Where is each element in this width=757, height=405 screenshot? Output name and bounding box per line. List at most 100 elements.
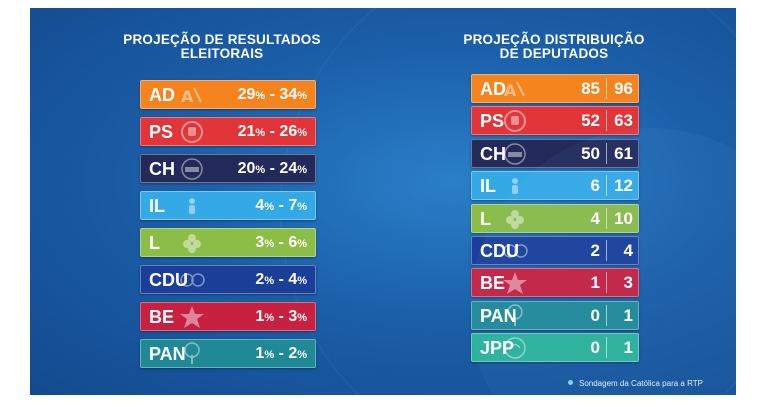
vote-range: 1% - 3% (255, 308, 307, 327)
seats-title: PROJEÇÃO DISTRIBUIÇÃO DE DEPUTADOS (454, 33, 654, 61)
party-label: AD (149, 85, 175, 105)
range-separator: - (274, 345, 289, 362)
seat-row-cdu: CDU 2 4 (471, 236, 639, 265)
percent-sign: % (255, 127, 266, 139)
jpp-logo-icon (502, 335, 528, 361)
percent-sign: % (264, 312, 275, 324)
seats-max: 4 (623, 241, 633, 260)
range-min: 4 (255, 197, 265, 214)
party-label: CH (149, 159, 175, 179)
seat-row-jpp: JPP 0 1 (471, 333, 639, 363)
range-min: 3 (255, 234, 265, 251)
seats-max: 3 (623, 273, 633, 293)
bullet-icon (568, 380, 573, 385)
chega-logo-icon (502, 141, 528, 167)
result-row-pan: PAN 1% - 2% (140, 339, 316, 368)
percent-sign: % (297, 238, 307, 250)
seats-min: 52 (581, 111, 600, 131)
range-max: 7 (288, 197, 298, 214)
range-separator: - (265, 123, 280, 140)
seat-row-pan: PAN 0 1 (471, 300, 639, 330)
range-max: 34 (279, 86, 298, 103)
range-min: 2 (255, 271, 265, 288)
livre-flower-icon (502, 206, 528, 232)
il-person-icon (179, 193, 205, 219)
result-row-l: L 3% - 6% (140, 228, 316, 257)
range-max: 24 (279, 160, 298, 177)
vote-range: 3% - 6% (255, 234, 307, 253)
percent-sign: % (255, 164, 266, 176)
party-label: CDU (480, 241, 519, 261)
seats-max: 61 (614, 143, 633, 163)
party-label: PS (149, 122, 174, 142)
party-label: PS (480, 111, 505, 132)
seat-row-ch: CH 50 61 (471, 138, 639, 168)
range-min: 1 (255, 308, 265, 325)
percent-sign: % (297, 349, 307, 361)
divider (606, 78, 607, 99)
party-label: CH (480, 143, 506, 164)
cdu-logo-icon (502, 238, 528, 264)
percent-sign: % (297, 127, 307, 139)
cdu-logo-icon (179, 267, 205, 293)
pan-tree-icon (502, 303, 528, 329)
seats-min: 6 (590, 176, 600, 196)
chega-logo-icon (179, 156, 205, 182)
party-label: PAN (149, 344, 186, 364)
seat-row-ps: PS 52 63 (471, 106, 639, 136)
party-label: BE (480, 273, 506, 294)
vote-range: 4% - 7% (255, 197, 307, 216)
party-label: L (149, 233, 160, 253)
percent-sign: % (264, 238, 275, 250)
seats-min: 85 (581, 79, 600, 98)
seats-title-line1: PROJEÇÃO DISTRIBUIÇÃO (463, 32, 645, 47)
seats-min: 50 (581, 143, 600, 163)
percent-sign: % (264, 349, 275, 361)
percent-sign: % (297, 201, 307, 213)
range-max: 26 (279, 123, 298, 140)
seats-min: 1 (590, 273, 600, 293)
seats-min: 2 (590, 241, 600, 260)
seat-row-l: L 4 10 (471, 203, 639, 233)
range-separator: - (274, 271, 289, 288)
percent-sign: % (297, 275, 307, 287)
seats-min: 4 (590, 208, 600, 228)
ps-fist-rose-icon (502, 108, 528, 134)
party-label: JPP (480, 338, 515, 359)
vote-range: 20% - 24% (238, 160, 307, 179)
result-row-il: IL 4% - 7% (140, 191, 316, 220)
poll-graphic: PROJEÇÃO DE RESULTADOS ELEITORAIS PROJEÇ… (30, 8, 736, 395)
seats-max: 63 (614, 111, 633, 131)
seat-row-be: BE 1 3 (471, 268, 639, 298)
result-row-cdu: CDU 2% - 4% (140, 265, 316, 294)
range-max: 3 (288, 308, 298, 325)
range-separator: - (274, 308, 289, 325)
result-row-ch: CH 20% - 24% (140, 154, 316, 183)
range-separator: - (265, 86, 280, 103)
be-star-icon (502, 270, 528, 296)
vote-range: 21% - 26% (238, 123, 307, 142)
divider (606, 110, 607, 132)
source-note: Sondagem da Católica para a RTP (568, 379, 703, 389)
party-label: L (480, 208, 491, 229)
percent-sign: % (264, 275, 275, 287)
percent-sign: % (264, 201, 275, 213)
result-row-ps: PS 21% - 26% (140, 117, 316, 146)
seats-max: 10 (614, 208, 633, 228)
results-title-line1: PROJEÇÃO DE RESULTADOS (123, 32, 321, 47)
seats-max: 1 (623, 338, 633, 358)
vote-range: 2% - 4% (255, 271, 307, 290)
seats-min: 0 (590, 305, 600, 325)
range-separator: - (274, 234, 289, 251)
range-max: 2 (288, 345, 298, 362)
seats-max: 1 (623, 305, 633, 325)
party-label: PAN (480, 305, 517, 326)
party-label: CDU (149, 270, 188, 290)
percent-sign: % (297, 90, 307, 102)
range-max: 4 (288, 271, 298, 288)
seat-row-ad: AD A 85 96 (471, 74, 639, 103)
party-label: IL (149, 196, 165, 216)
seat-row-il: IL 6 12 (471, 171, 639, 201)
result-row-be: BE 1% - 3% (140, 302, 316, 331)
ad-logo-icon: A (179, 82, 205, 108)
